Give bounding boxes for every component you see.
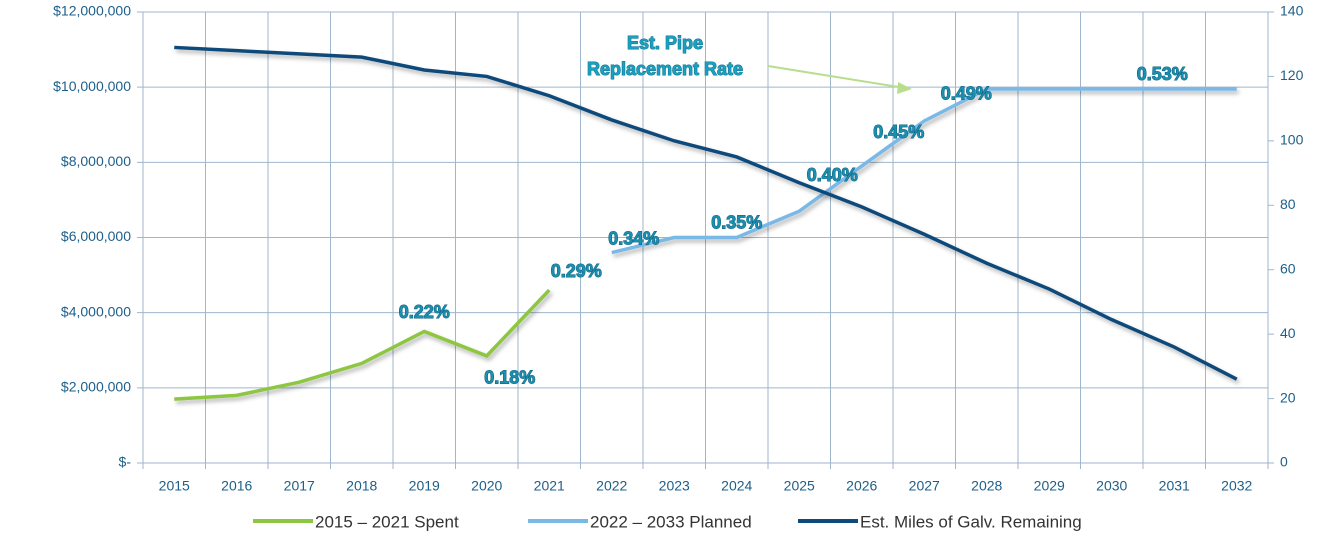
x-tick-label: 2018: [346, 478, 377, 494]
y-tick-label: $2,000,000: [61, 379, 131, 395]
x-tick-label: 2028: [971, 478, 1002, 494]
series-line: [174, 45, 1238, 381]
y-tick-label: $12,000,000: [53, 3, 131, 19]
x-tick-label: 2024: [721, 478, 752, 494]
y2-tick-label: 20: [1280, 389, 1296, 405]
x-tick-label: 2022: [596, 478, 627, 494]
x-tick-label: 2030: [1096, 478, 1127, 494]
x-tick-label: 2029: [1034, 478, 1065, 494]
legend-label: 2015 – 2021 Spent: [315, 512, 459, 531]
rate-label: 0.35%: [711, 212, 762, 232]
series-line: [174, 288, 551, 401]
rate-label: 0.29%: [551, 261, 602, 281]
y-tick-label: $6,000,000: [61, 228, 131, 244]
rate-label: 0.18%: [484, 368, 535, 388]
annotation-line: Est. Pipe: [627, 33, 703, 53]
y-tick-label: $10,000,000: [53, 78, 131, 94]
y2-tick-label: 60: [1280, 260, 1296, 276]
annotation-line: Replacement Rate: [587, 59, 743, 79]
arrow-head: [897, 82, 912, 94]
x-tick-label: 2016: [221, 478, 252, 494]
x-tick-label: 2031: [1159, 478, 1190, 494]
y-tick-label: $-: [119, 454, 132, 470]
y2-tick-label: 100: [1280, 132, 1304, 148]
rate-label: 0.22%: [399, 302, 450, 322]
x-tick-label: 2020: [471, 478, 502, 494]
x-tick-label: 2021: [534, 478, 565, 494]
x-tick-label: 2032: [1221, 478, 1252, 494]
y2-tick-label: 120: [1280, 67, 1304, 83]
x-tick-label: 2026: [846, 478, 877, 494]
x-tick-label: 2017: [284, 478, 315, 494]
series-line: [611, 87, 1237, 255]
y2-tick-label: 0: [1280, 454, 1288, 470]
y-tick-label: $8,000,000: [61, 153, 131, 169]
rate-label: 0.49%: [941, 84, 992, 104]
x-tick-label: 2027: [909, 478, 940, 494]
rate-label: 0.45%: [873, 122, 924, 142]
annotation-arrow: [767, 65, 906, 89]
rate-label: 0.34%: [608, 228, 659, 248]
rate-label: 0.53%: [1137, 64, 1188, 84]
grid: [137, 11, 1274, 469]
legend-label: 2022 – 2033 Planned: [590, 512, 752, 531]
y-tick-label: $4,000,000: [61, 303, 131, 319]
y2-tick-label: 140: [1280, 3, 1304, 19]
x-tick-label: 2025: [784, 478, 815, 494]
legend-label: Est. Miles of Galv. Remaining: [860, 512, 1082, 531]
x-tick-label: 2015: [159, 478, 190, 494]
x-tick-label: 2019: [409, 478, 440, 494]
marks: [174, 45, 1238, 401]
y2-tick-label: 40: [1280, 325, 1296, 341]
rate-label: 0.40%: [807, 165, 858, 185]
y2-tick-label: 80: [1280, 196, 1296, 212]
x-tick-label: 2023: [659, 478, 690, 494]
